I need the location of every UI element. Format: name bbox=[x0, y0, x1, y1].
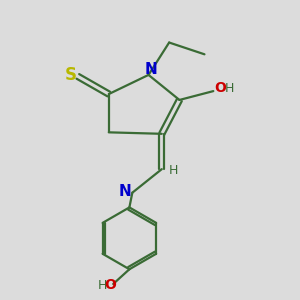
Text: N: N bbox=[145, 61, 157, 76]
Text: H: H bbox=[225, 82, 234, 95]
Text: O: O bbox=[104, 278, 116, 292]
Text: S: S bbox=[64, 66, 76, 84]
Text: N: N bbox=[118, 184, 131, 199]
Text: H: H bbox=[97, 279, 107, 292]
Text: H: H bbox=[168, 164, 178, 177]
Text: O: O bbox=[214, 81, 226, 95]
